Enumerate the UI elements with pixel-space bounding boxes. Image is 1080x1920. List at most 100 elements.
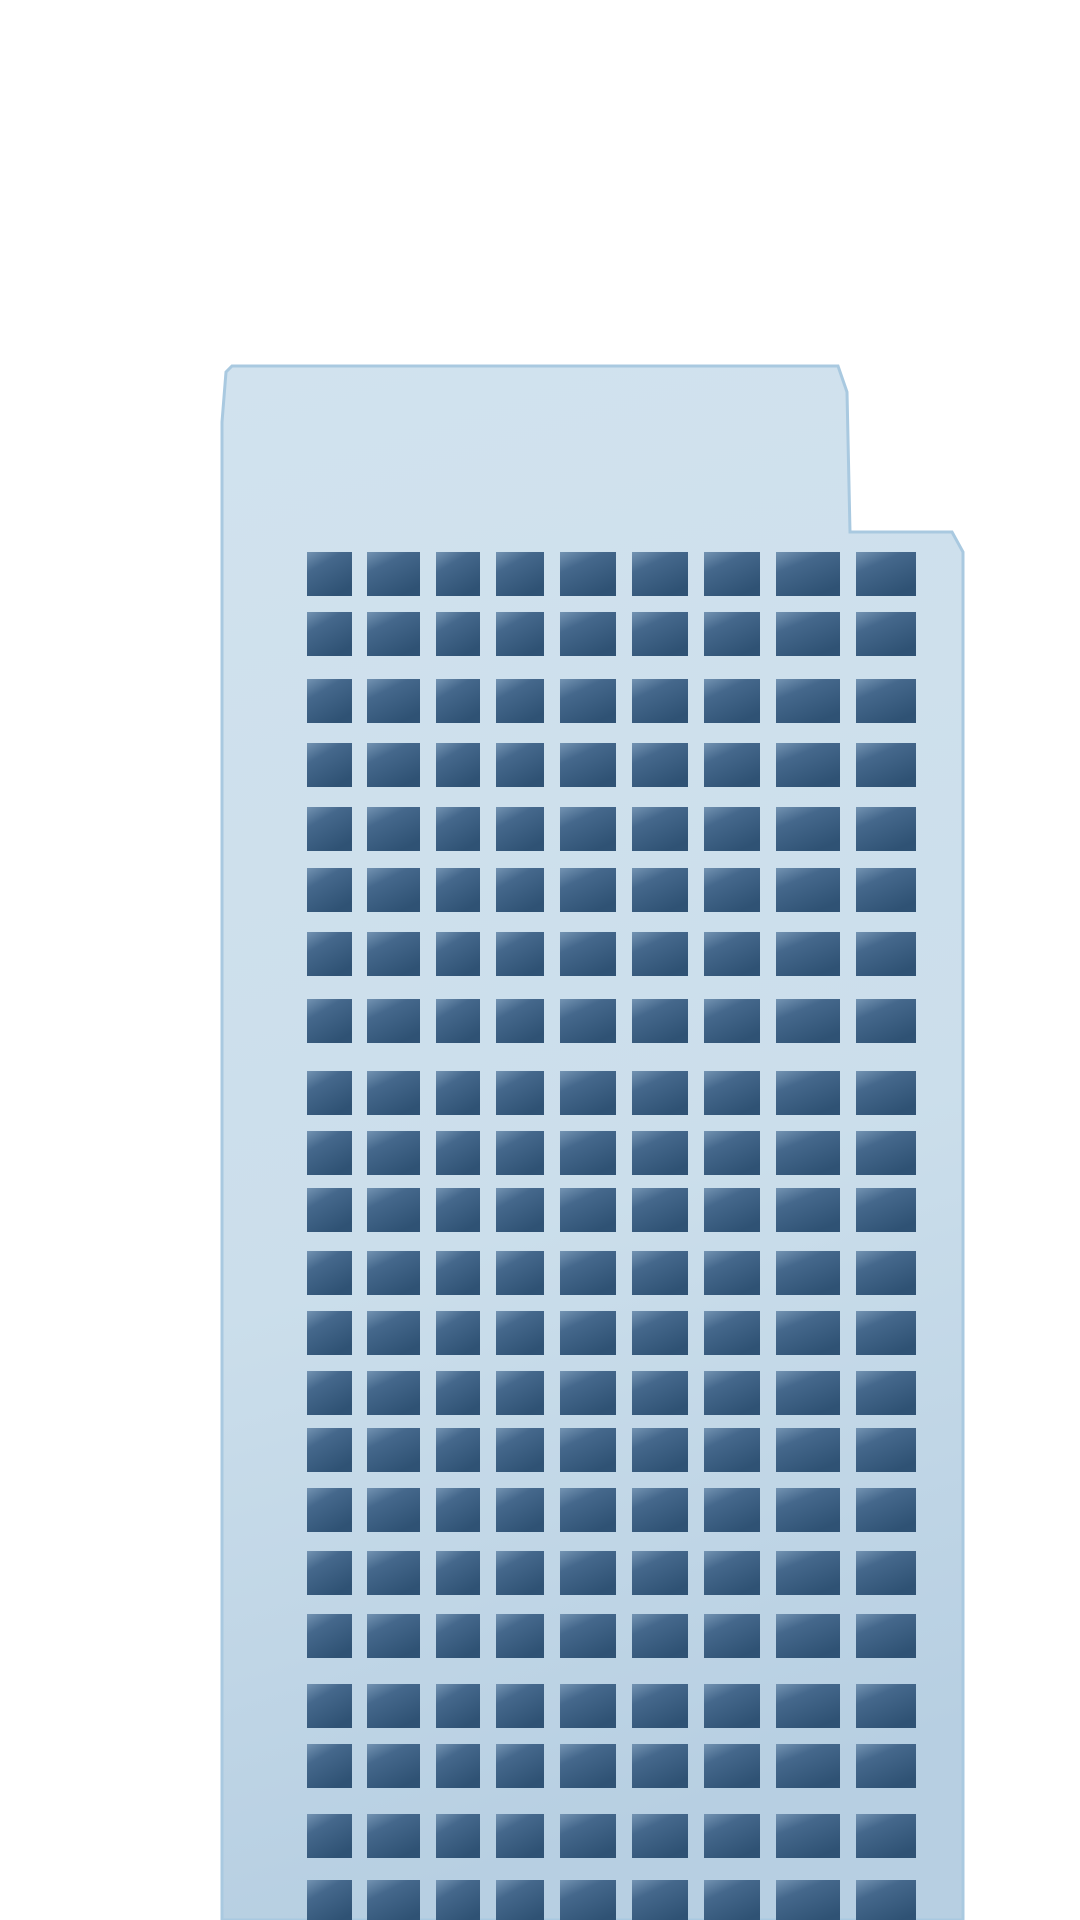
window-pane <box>856 1251 916 1295</box>
window-pane <box>704 1311 760 1355</box>
window-pane <box>436 868 480 912</box>
window-pane <box>436 743 480 787</box>
window-pane <box>776 1744 840 1788</box>
window-pane <box>367 807 420 851</box>
window-pane <box>307 868 352 912</box>
window-pane <box>307 807 352 851</box>
window-pane <box>560 1131 616 1175</box>
window-pane <box>856 932 916 976</box>
window-pane <box>560 1551 616 1595</box>
window-pane <box>367 1614 420 1658</box>
window-pane <box>436 1684 480 1728</box>
window-pane <box>560 1311 616 1355</box>
window-pane <box>856 1428 916 1472</box>
window-pane <box>704 1251 760 1295</box>
window-pane <box>560 1371 616 1415</box>
window-pane <box>776 1814 840 1858</box>
window-pane <box>307 1744 352 1788</box>
window-pane <box>776 552 840 596</box>
window-pane <box>307 1371 352 1415</box>
window-pane <box>560 932 616 976</box>
window-pane <box>560 1814 616 1858</box>
window-pane <box>776 807 840 851</box>
window-pane <box>704 1880 760 1920</box>
window-pane <box>632 1814 688 1858</box>
window-pane <box>632 679 688 723</box>
window-pane <box>367 1428 420 1472</box>
window-pane <box>496 1131 544 1175</box>
window-pane <box>632 612 688 656</box>
window-pane <box>704 1488 760 1532</box>
window-pane <box>367 679 420 723</box>
window-pane <box>496 1428 544 1472</box>
window-pane <box>307 999 352 1043</box>
window-pane <box>436 1814 480 1858</box>
window-pane <box>856 1684 916 1728</box>
window-pane <box>496 743 544 787</box>
window-pane <box>776 1188 840 1232</box>
window-pane <box>704 932 760 976</box>
window-pane <box>560 743 616 787</box>
window-pane <box>307 1311 352 1355</box>
window-pane <box>560 1684 616 1728</box>
window-pane <box>856 612 916 656</box>
window-pane <box>496 999 544 1043</box>
window-pane <box>632 1684 688 1728</box>
window-pane <box>496 932 544 976</box>
window-pane <box>496 1880 544 1920</box>
window-pane <box>367 1488 420 1532</box>
window-pane <box>776 1551 840 1595</box>
window-grid <box>307 552 916 1920</box>
window-pane <box>704 1071 760 1115</box>
window-pane <box>776 1428 840 1472</box>
window-pane <box>776 1488 840 1532</box>
window-pane <box>307 1814 352 1858</box>
window-pane <box>496 1744 544 1788</box>
window-pane <box>560 1488 616 1532</box>
window-pane <box>436 1131 480 1175</box>
window-pane <box>560 1744 616 1788</box>
window-pane <box>367 612 420 656</box>
window-pane <box>436 1428 480 1472</box>
window-pane <box>856 552 916 596</box>
window-pane <box>776 612 840 656</box>
window-pane <box>856 1744 916 1788</box>
window-pane <box>704 1551 760 1595</box>
window-pane <box>307 1131 352 1175</box>
window-pane <box>367 1188 420 1232</box>
window-pane <box>560 1880 616 1920</box>
window-pane <box>367 1880 420 1920</box>
window-pane <box>436 807 480 851</box>
window-pane <box>307 1428 352 1472</box>
window-pane <box>704 1814 760 1858</box>
window-pane <box>776 1131 840 1175</box>
window-pane <box>856 679 916 723</box>
window-pane <box>367 932 420 976</box>
window-pane <box>496 1311 544 1355</box>
window-pane <box>856 1311 916 1355</box>
window-pane <box>367 1371 420 1415</box>
window-pane <box>704 1428 760 1472</box>
window-pane <box>776 1880 840 1920</box>
window-pane <box>856 807 916 851</box>
window-pane <box>436 932 480 976</box>
window-pane <box>560 552 616 596</box>
window-pane <box>367 1311 420 1355</box>
window-pane <box>632 868 688 912</box>
window-pane <box>560 1251 616 1295</box>
window-pane <box>856 1488 916 1532</box>
window-pane <box>307 1614 352 1658</box>
window-pane <box>367 1551 420 1595</box>
window-pane <box>307 1551 352 1595</box>
window-pane <box>367 743 420 787</box>
window-pane <box>776 743 840 787</box>
window-pane <box>307 1684 352 1728</box>
window-pane <box>632 1131 688 1175</box>
window-pane <box>560 679 616 723</box>
window-pane <box>496 612 544 656</box>
window-pane <box>704 679 760 723</box>
window-pane <box>856 868 916 912</box>
window-pane <box>436 1071 480 1115</box>
window-pane <box>436 1614 480 1658</box>
